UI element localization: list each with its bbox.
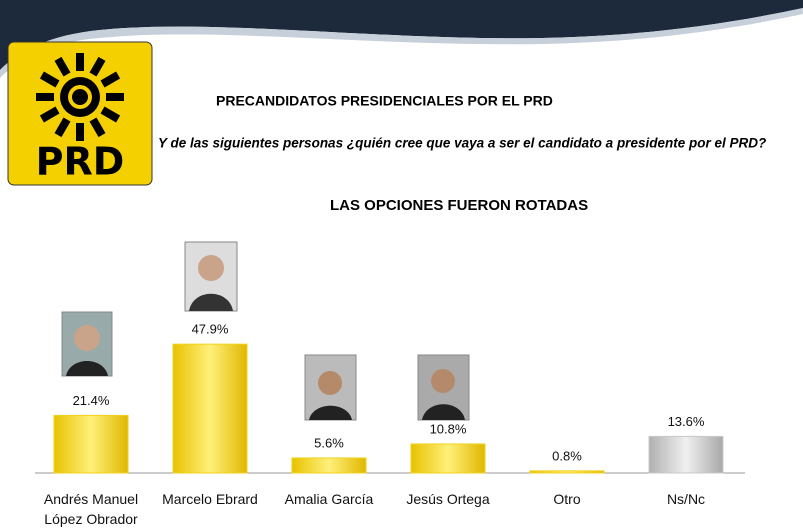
bar <box>648 435 724 474</box>
category-label: Andrés Manuel López Obrador <box>43 491 139 527</box>
category-label: Jesús Ortega <box>406 491 490 507</box>
bar <box>172 343 248 474</box>
bar <box>410 443 486 474</box>
value-label: 5.6% <box>314 435 344 450</box>
chart-title: PRECANDIDATOS PRESIDENCIALES POR EL PRD <box>216 93 553 109</box>
value-label: 47.9% <box>192 322 229 337</box>
logo: PRD <box>7 36 153 186</box>
annotation: LAS OPCIONES FUERON ROTADAS <box>330 197 588 214</box>
category-label: Amalia García <box>284 491 374 507</box>
bar <box>291 457 367 474</box>
bar <box>529 470 605 474</box>
category-label: Ns/Nc <box>666 491 706 507</box>
header-wave <box>0 0 803 70</box>
bar <box>53 414 129 474</box>
portraits <box>61 241 470 421</box>
value-label: 0.8% <box>552 448 582 463</box>
value-label: 10.8% <box>430 421 467 436</box>
category-label: Marcelo Ebrard <box>162 491 258 507</box>
logo-text: PRD <box>36 140 125 184</box>
value-label: 21.4% <box>73 393 110 408</box>
value-label: 13.6% <box>668 414 705 429</box>
category-label: Otro <box>553 491 581 507</box>
chart-subtitle: Y de las siguientes personas ¿quién cree… <box>158 136 766 151</box>
